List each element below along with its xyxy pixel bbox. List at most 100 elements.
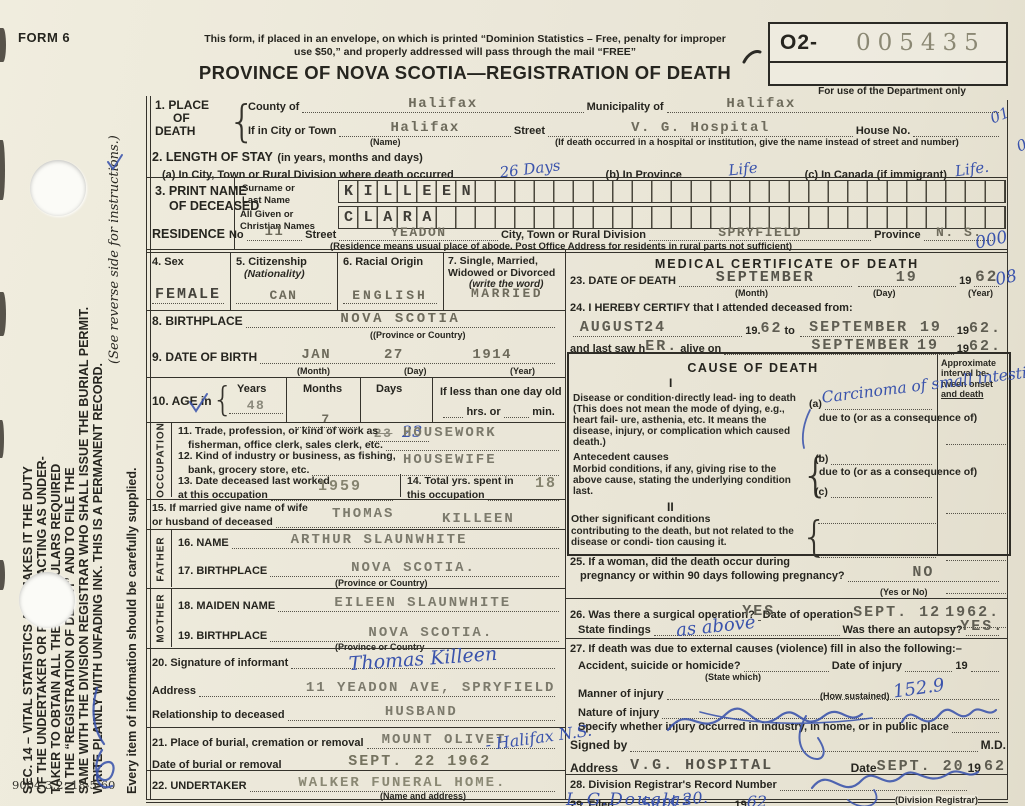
s27-accident-line: Accident, suicide or homicide? Date of i…: [578, 658, 1002, 672]
s29-line: 29. Filed Sept 20. 19 62: [570, 788, 1002, 806]
s22-line: 22. UNDERTAKER WALKER FUNERAL HOME.: [152, 775, 558, 792]
signed-year-prefix: 19: [967, 761, 981, 775]
s9-year-value: 1914: [472, 347, 513, 363]
s11-label-1: 11. Trade, profession, or kind of work a…: [178, 425, 379, 437]
s7-label-2: Widowed or Divorced: [448, 267, 556, 280]
s3-given-sub1: All Given or: [240, 209, 294, 220]
s26-line2: State findings as above Was there an aut…: [578, 612, 1002, 641]
s3-surname-sub1: Surname or: [242, 183, 295, 194]
cause-due-b: due to (or as a consequence of): [819, 466, 978, 478]
s3-surname-sub2: Last Name: [242, 194, 291, 206]
s25-value: NO: [912, 564, 935, 581]
s27-injury-date-label: Date of injury: [831, 660, 903, 672]
s27-specify-label: Specify whether injury occurred in indus…: [578, 721, 949, 733]
mother-side-text: MOTHER: [155, 593, 166, 643]
s1-street-value: V. G. Hospital: [631, 120, 770, 136]
s8-value: NOVA SCOTIA: [340, 311, 461, 327]
cause-due-a: due to (or as a consequence of): [819, 412, 978, 424]
s5-label: 5. Citizenship: [236, 256, 307, 268]
form-title: PROVINCE OF NOVA SCOTIA—REGISTRATION OF …: [198, 62, 732, 83]
s18-label: 18. MAIDEN NAME: [178, 600, 276, 612]
s27-manner-ink-code: 152.9: [891, 674, 946, 703]
s15-label-2: or husband of deceased: [152, 516, 273, 528]
cause-roman-II: II: [667, 500, 674, 514]
s21-place-value: MOUNT OLIVET: [381, 732, 507, 748]
residence-province-label: Province: [874, 229, 921, 241]
cause-a-line: (a): [809, 396, 935, 410]
form-number: FORM 6: [18, 30, 71, 45]
antecedent-rest: Morbid conditions, if any, giving rise t…: [573, 463, 791, 498]
s7-value: MARRIED: [471, 286, 544, 301]
paper-tear: [0, 560, 5, 590]
other-brace: {: [801, 512, 828, 561]
residence-line: RESIDENCE No 11 Street YEADON City, Town…: [152, 224, 998, 241]
cause-b-line: (b): [815, 451, 935, 465]
s22-label: 22. UNDERTAKER: [152, 780, 247, 792]
s10-brace: {: [212, 380, 234, 420]
s24-to-year-prefix: 19: [956, 325, 969, 337]
s17-label: 17. BIRTHPLACE: [178, 565, 268, 577]
s8-hint: ((Province or Country): [370, 330, 466, 340]
s13-label-1: 13. Date deceased last worked: [178, 475, 330, 487]
s16-line: 16. NAME ARTHUR SLAUNWHITE: [178, 532, 562, 549]
s24-last-day: 19: [917, 337, 940, 354]
s2-b-label: (b) In Province: [605, 169, 682, 181]
s21-place-line: 21. Place of burial, cremation or remova…: [152, 732, 558, 749]
s29-label: 29. Filed: [570, 799, 615, 806]
other-lead: Other significant conditions: [571, 513, 711, 525]
s2-label-hint: (in years, months and days): [277, 152, 423, 164]
given-name-letter-grid: CLARA: [338, 206, 1006, 229]
s1-label-death: DEATH: [155, 124, 196, 139]
s8-line: 8. BIRTHPLACE NOVA SCOTIA: [152, 311, 558, 328]
s16-value: ARTHUR SLAUNWHITE: [290, 532, 468, 548]
s10-days-ink-correction: 23: [402, 422, 423, 441]
s18-value: EILEEN SLAUNWHITE: [334, 595, 512, 611]
s20-relationship-line: Relationship to deceased HUSBAND: [152, 704, 558, 721]
s24-from-day: 24: [644, 319, 667, 336]
surname-letter-grid: KILLEEN: [338, 180, 1006, 203]
s15-block: 15. If married give name of wife or husb…: [152, 502, 562, 528]
s14-value: 18: [535, 475, 558, 492]
s27-state-which-hint: (State which): [705, 672, 762, 682]
s8-label: 8. BIRTHPLACE: [152, 314, 243, 328]
residence-city-value: SPRYFIELD: [718, 225, 802, 240]
s26-year-value: 1962.: [945, 604, 1001, 621]
s29-year-prefix: 19: [734, 799, 747, 806]
disease-description: Disease or condition·directly lead- ing …: [573, 393, 806, 448]
margin-see-reverse: (See reverse side for instructions.): [107, 135, 122, 364]
s28-label: 28. Division Registrar's Record Number: [570, 779, 777, 791]
s24-label: 24. I HEREBY CERTIFY that I attended dec…: [570, 302, 853, 314]
s21-date-line: Date of burial or removal SEPT. 22 1962: [152, 753, 558, 771]
s9-day-value: 27: [383, 347, 404, 363]
s14-label-1: 14. Total yrs. spent in: [407, 475, 514, 487]
surname-letters: KILLEEN: [344, 183, 482, 200]
s24-from-month: AUGUST: [579, 319, 646, 336]
s6-value: ENGLISH: [352, 288, 428, 303]
s1-name-hint: (Name): [370, 137, 401, 147]
s27-accident-label: Accident, suicide or homicide?: [578, 660, 741, 672]
s24-er-stamp: ER.: [645, 338, 679, 355]
interval-line3: tween onset: [941, 378, 994, 389]
s19-label: 19. BIRTHPLACE: [178, 630, 268, 642]
s3-label-2: OF DECEASED: [169, 199, 260, 213]
other-rest: contributing to the death, but not relat…: [571, 525, 794, 548]
s26-date-value: SEPT. 12: [853, 604, 942, 621]
s21-label: 21. Place of burial, cremation or remova…: [152, 737, 364, 749]
s17-value: NOVA SCOTIA.: [351, 560, 476, 576]
s12-block: 12. Kind of industry or business, as fis…: [178, 450, 562, 476]
s10-hrs-label: hrs. or: [466, 406, 501, 418]
mailing-notice-line2: use $50,” and properly addressed will pa…: [294, 46, 636, 59]
s4-label: 4. Sex: [152, 256, 184, 268]
s23-line: 23. DATE OF DEATH SEPTEMBER 19 19 62: [570, 268, 1002, 287]
s29-division-registrar-hint: (Division Registrar): [895, 795, 979, 805]
s10-hrs-line: hrs. or min.: [440, 404, 560, 418]
cause-c-label: (c): [815, 486, 828, 498]
s1-city-line: If in City or Town Halifax Street V. G. …: [248, 120, 1002, 137]
s9-day-hint: (Day): [404, 366, 427, 376]
s5-value: CAN: [269, 288, 298, 303]
s10-min-label: min.: [532, 406, 555, 418]
paper-tear: [0, 140, 5, 200]
s27-specify-line: Specify whether injury occurred in indus…: [578, 719, 1002, 733]
s22-hint: (Name and address): [380, 791, 467, 801]
